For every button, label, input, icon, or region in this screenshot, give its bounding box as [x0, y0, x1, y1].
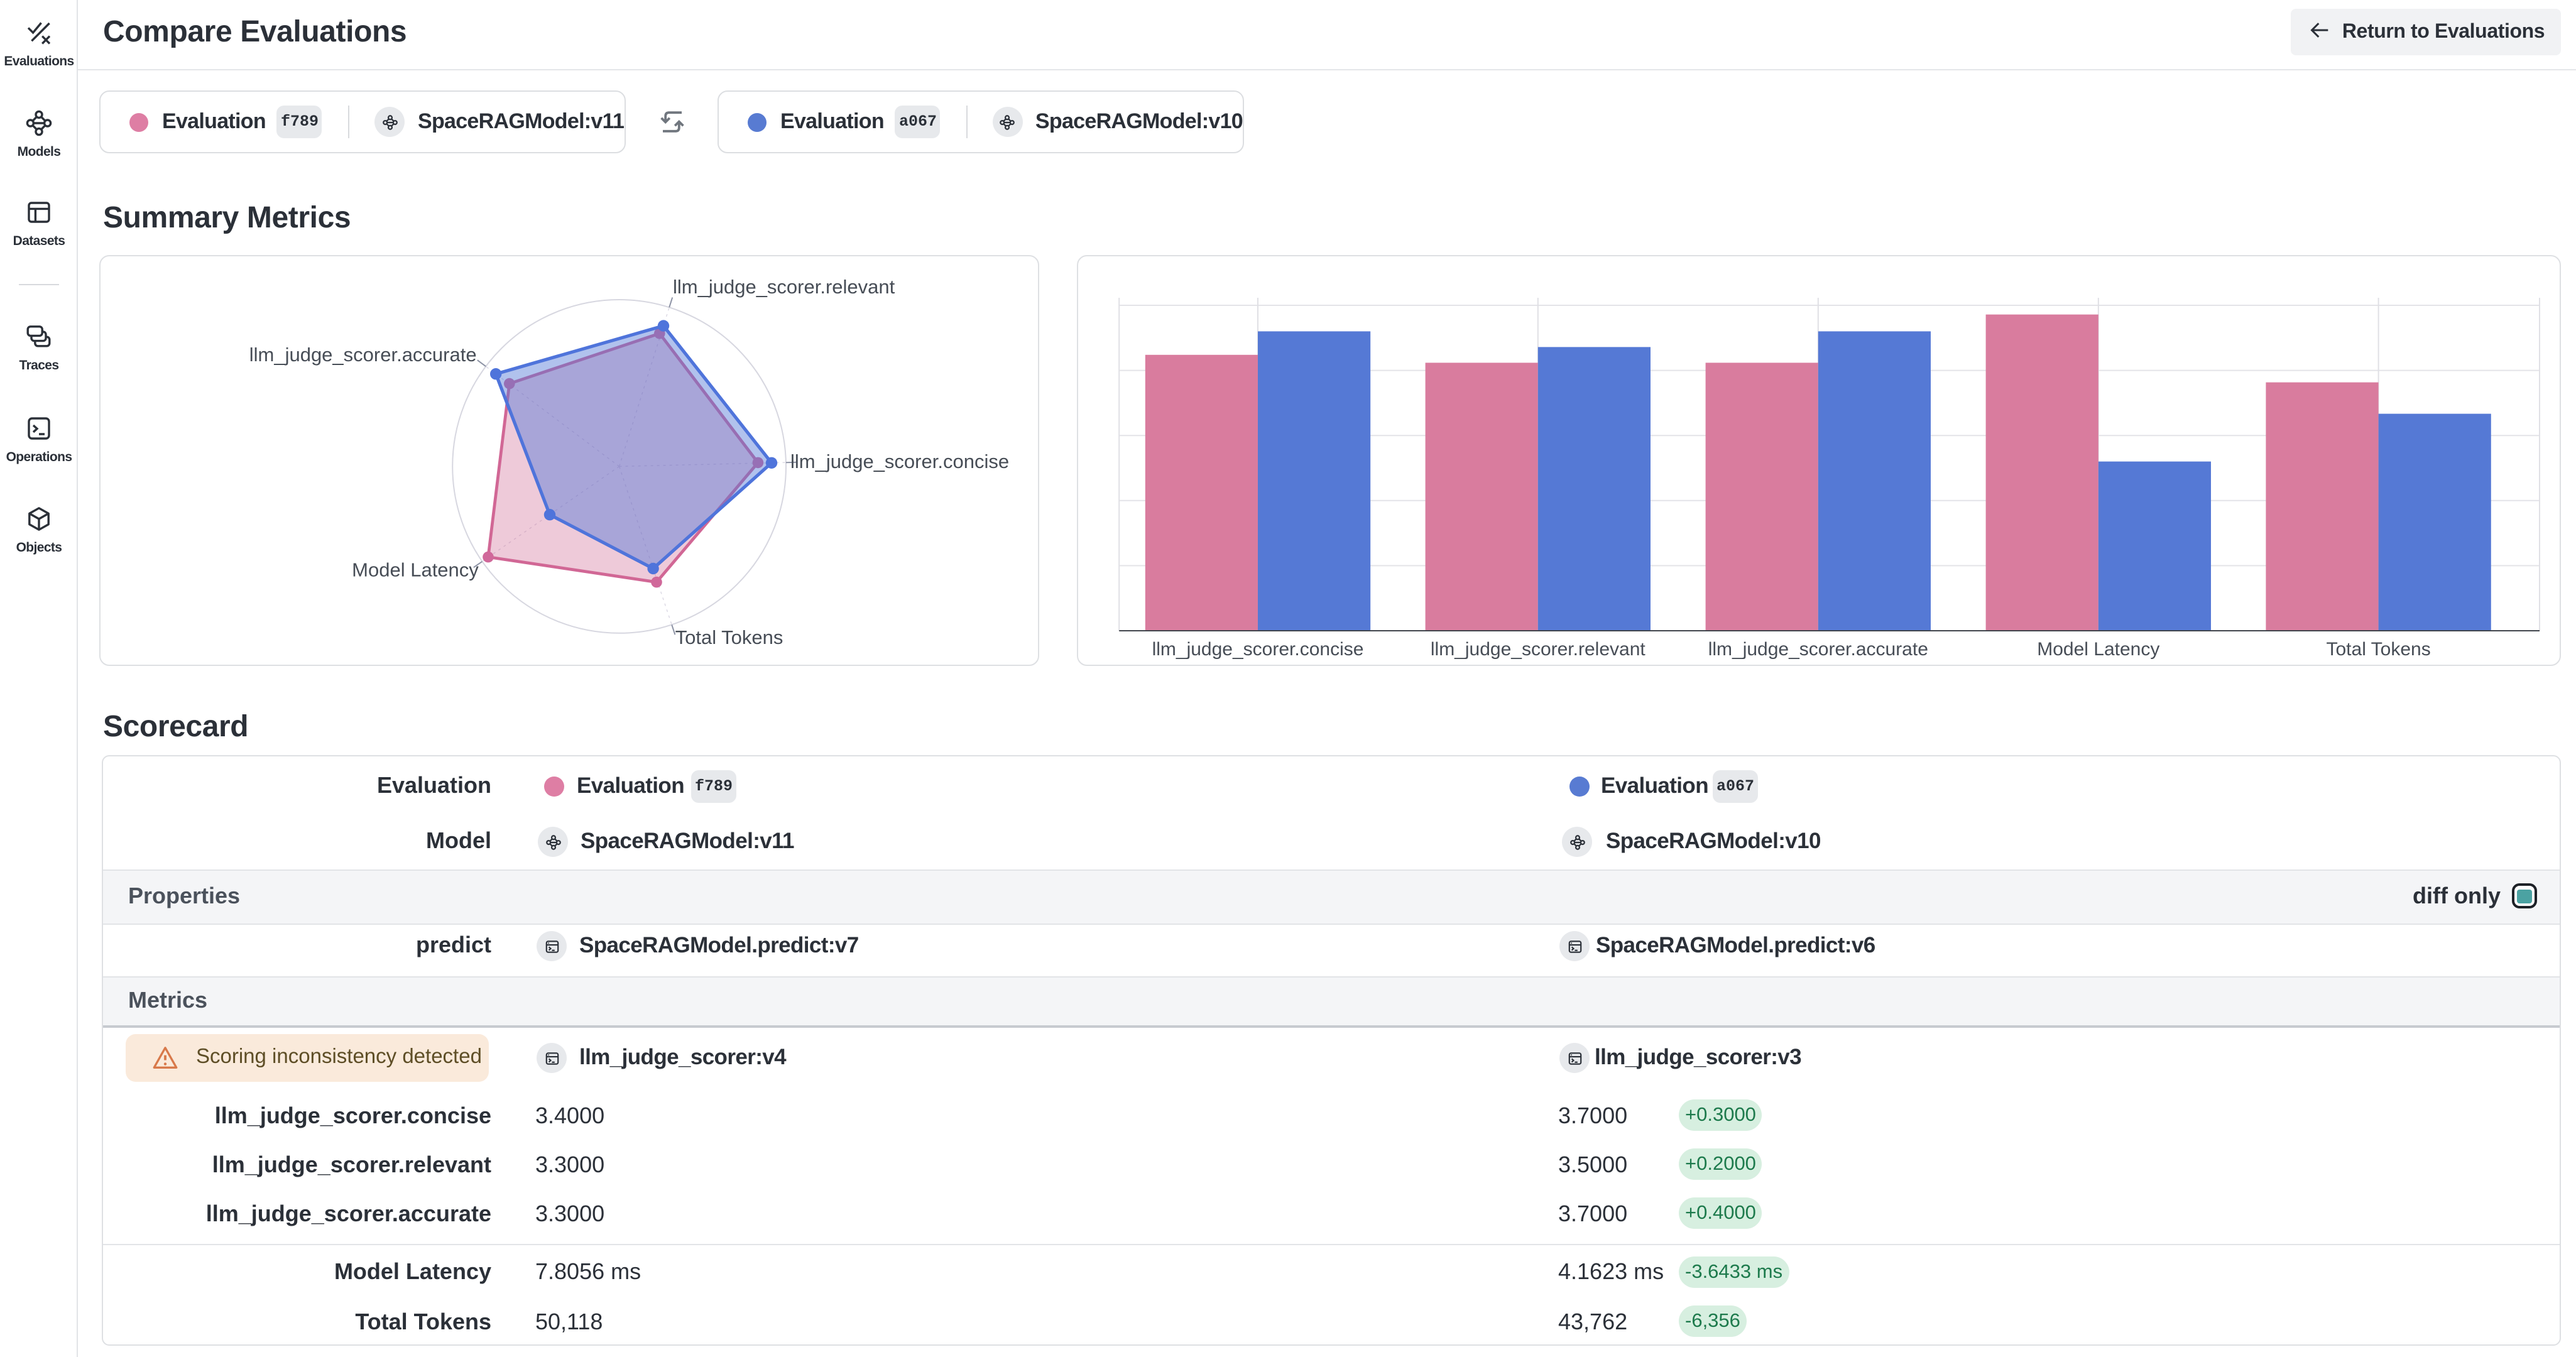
svg-text:llm_judge_scorer.relevant: llm_judge_scorer.relevant — [1431, 639, 1646, 660]
svg-text:Model Latency: Model Latency — [2037, 639, 2159, 660]
svg-text:Total Tokens: Total Tokens — [675, 626, 783, 648]
svg-text:llm_judge_scorer.relevant: llm_judge_scorer.relevant — [673, 276, 895, 298]
svg-text:Model Latency: Model Latency — [352, 559, 479, 580]
svg-text:llm_judge_scorer.concise: llm_judge_scorer.concise — [790, 450, 1009, 472]
svg-text:Total Tokens: Total Tokens — [2326, 639, 2430, 660]
svg-text:llm_judge_scorer.accurate: llm_judge_scorer.accurate — [1708, 639, 1928, 660]
svg-text:llm_judge_scorer.accurate: llm_judge_scorer.accurate — [249, 344, 477, 366]
svg-text:llm_judge_scorer.concise: llm_judge_scorer.concise — [1152, 639, 1364, 660]
